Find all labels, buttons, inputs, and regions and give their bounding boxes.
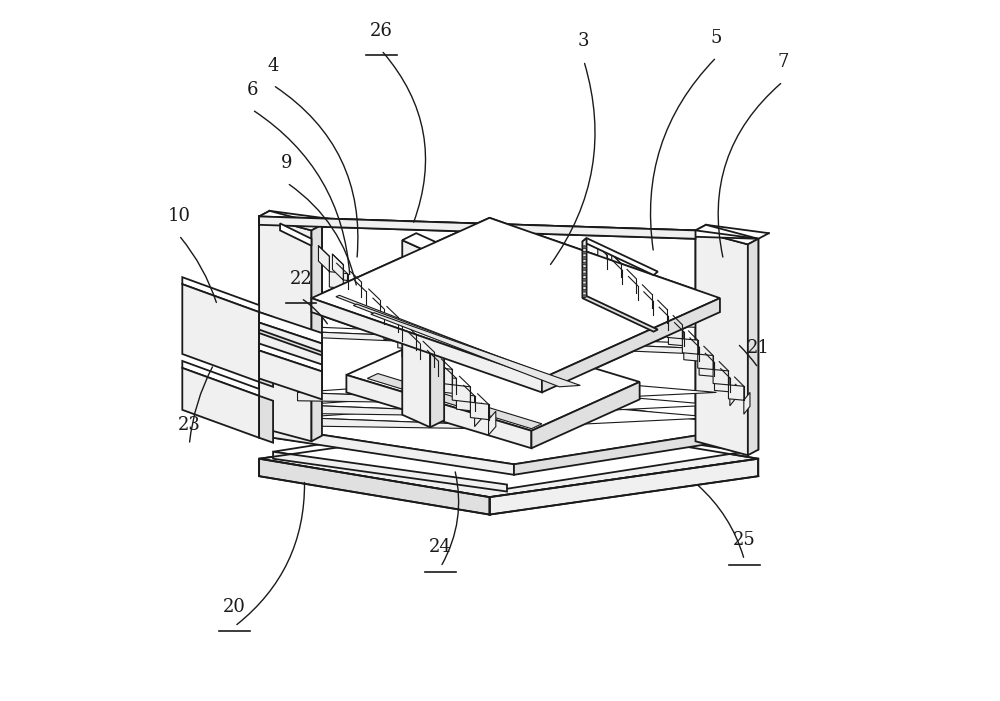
- Polygon shape: [514, 428, 748, 475]
- Polygon shape: [346, 326, 640, 431]
- Polygon shape: [259, 217, 758, 239]
- Ellipse shape: [582, 268, 587, 271]
- Text: 24: 24: [429, 538, 452, 557]
- Polygon shape: [298, 402, 716, 427]
- Polygon shape: [298, 389, 716, 414]
- Polygon shape: [696, 231, 748, 455]
- Text: 20: 20: [223, 598, 246, 615]
- Polygon shape: [367, 374, 542, 429]
- Ellipse shape: [582, 273, 587, 275]
- Polygon shape: [311, 298, 542, 393]
- Ellipse shape: [582, 251, 587, 254]
- Polygon shape: [402, 240, 430, 428]
- Polygon shape: [259, 350, 322, 400]
- Polygon shape: [542, 298, 720, 393]
- Polygon shape: [490, 458, 758, 515]
- Polygon shape: [748, 239, 758, 455]
- Polygon shape: [311, 218, 720, 379]
- Polygon shape: [259, 329, 748, 356]
- Polygon shape: [259, 322, 322, 372]
- Polygon shape: [346, 375, 531, 448]
- Polygon shape: [318, 246, 482, 427]
- Polygon shape: [582, 238, 658, 275]
- Polygon shape: [259, 329, 322, 355]
- Polygon shape: [182, 277, 259, 312]
- Polygon shape: [402, 233, 444, 253]
- Polygon shape: [280, 224, 311, 246]
- Polygon shape: [612, 254, 750, 414]
- Ellipse shape: [582, 257, 587, 259]
- Text: 7: 7: [777, 53, 788, 72]
- Polygon shape: [336, 295, 545, 376]
- Ellipse shape: [582, 290, 587, 292]
- Polygon shape: [298, 418, 531, 430]
- Text: 9: 9: [281, 154, 293, 172]
- Ellipse shape: [582, 246, 587, 249]
- Polygon shape: [259, 312, 322, 343]
- Polygon shape: [182, 284, 259, 382]
- Ellipse shape: [582, 278, 587, 281]
- Polygon shape: [259, 396, 273, 442]
- Polygon shape: [371, 313, 580, 387]
- Text: 4: 4: [267, 57, 279, 75]
- Polygon shape: [182, 368, 259, 438]
- Polygon shape: [696, 225, 758, 245]
- Text: 5: 5: [711, 29, 722, 47]
- Polygon shape: [182, 361, 259, 396]
- Text: 25: 25: [733, 531, 756, 550]
- Polygon shape: [273, 415, 744, 489]
- Polygon shape: [273, 431, 507, 470]
- Ellipse shape: [582, 295, 587, 298]
- Polygon shape: [259, 343, 322, 372]
- Polygon shape: [582, 296, 658, 332]
- Text: 22: 22: [290, 270, 312, 287]
- Polygon shape: [273, 451, 507, 491]
- Polygon shape: [259, 421, 758, 497]
- Polygon shape: [273, 394, 744, 468]
- Polygon shape: [332, 254, 496, 435]
- Text: 6: 6: [246, 81, 258, 99]
- Polygon shape: [582, 238, 587, 298]
- Polygon shape: [259, 217, 696, 239]
- Polygon shape: [259, 211, 322, 231]
- Polygon shape: [273, 390, 748, 464]
- Polygon shape: [311, 225, 322, 441]
- Text: 3: 3: [578, 32, 590, 50]
- Polygon shape: [353, 304, 563, 381]
- Ellipse shape: [582, 262, 587, 265]
- Polygon shape: [259, 298, 748, 324]
- Polygon shape: [259, 303, 748, 329]
- Polygon shape: [259, 217, 311, 441]
- Text: 10: 10: [167, 207, 190, 225]
- Text: 26: 26: [370, 22, 393, 40]
- Ellipse shape: [582, 284, 587, 287]
- Text: 21: 21: [747, 339, 770, 358]
- Polygon shape: [259, 325, 748, 350]
- Polygon shape: [259, 312, 273, 387]
- Polygon shape: [298, 405, 531, 417]
- Polygon shape: [598, 246, 736, 406]
- Polygon shape: [259, 458, 490, 515]
- Polygon shape: [430, 246, 444, 428]
- Polygon shape: [531, 382, 640, 448]
- Text: 23: 23: [178, 416, 201, 435]
- Polygon shape: [273, 428, 514, 475]
- Polygon shape: [298, 376, 716, 402]
- Polygon shape: [298, 393, 531, 404]
